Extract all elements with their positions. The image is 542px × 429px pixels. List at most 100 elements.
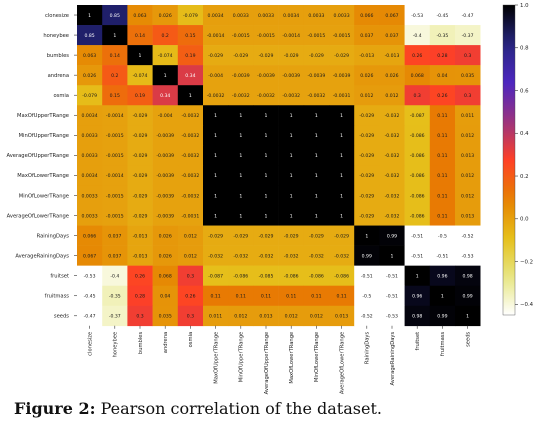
heatmap-cell (278, 285, 305, 307)
cell-value-label: 1 (340, 173, 343, 179)
heatmap-cell (455, 245, 481, 266)
heatmap-cell (127, 265, 153, 286)
cell-value-label: 0.0033 (82, 213, 98, 219)
heatmap-cell (379, 305, 405, 327)
cell-value-label: -0.0015 (106, 133, 124, 139)
cell-value-label: -0.029 (133, 133, 148, 139)
cell-value-label: 0.96 (437, 273, 447, 279)
cell-value-label: -0.45 (436, 13, 448, 19)
y-tick-label: bumbles (47, 53, 70, 59)
cell-value-label: -0.0014 (106, 173, 124, 179)
cell-value-label: -0.4 (413, 33, 422, 39)
heatmap-cell (455, 185, 481, 206)
cell-value-label: -0.0015 (308, 33, 326, 39)
cell-value-label: 0.012 (360, 93, 373, 99)
heatmap-cell (253, 305, 279, 327)
y-tick-label: RainingDays (37, 233, 70, 239)
heatmap-cell (404, 225, 431, 246)
heatmap-cell (203, 185, 229, 206)
cell-value-label: 0.067 (83, 253, 96, 259)
cell-value-label: 0.11 (336, 294, 346, 300)
cell-value-label: 1 (315, 133, 318, 139)
cell-value-label: 0.28 (437, 53, 447, 59)
heatmap-cell (102, 145, 128, 166)
cell-value-label: -0.0039 (156, 173, 174, 179)
cell-value-label: -0.032 (233, 253, 248, 259)
x-tick-label: RainingDays (365, 332, 371, 365)
cell-value-label: -0.013 (385, 53, 400, 59)
heatmap-cell (429, 105, 456, 126)
y-tick-label: MinOfUpperTRange (19, 133, 69, 139)
cell-value-label: 0.26 (135, 273, 145, 279)
cell-value-label: -0.029 (133, 153, 148, 159)
cell-value-label: -0.032 (385, 193, 400, 199)
colorbar-tick-label: −0.2 (520, 259, 533, 265)
heatmap-cell (354, 5, 380, 26)
heatmap-cell (429, 205, 456, 226)
heatmap-cell (177, 165, 204, 186)
cell-value-label: 0.26 (437, 93, 447, 99)
heatmap-cell (379, 105, 405, 126)
cell-value-label: 0.34 (185, 73, 195, 79)
cell-value-label: 1 (466, 314, 469, 320)
cell-value-label: 1 (239, 213, 242, 219)
heatmap-cell (455, 45, 481, 66)
cell-value-label: -0.086 (410, 133, 425, 139)
heatmap-cell (253, 205, 279, 226)
heatmap-cell (152, 225, 179, 246)
heatmap-cell (203, 5, 229, 26)
heatmap-cell (329, 25, 355, 46)
heatmap-cell (379, 245, 405, 266)
cell-value-label: 0.026 (360, 73, 373, 79)
heatmap-cell (303, 185, 330, 206)
heatmap-cell (429, 265, 456, 286)
heatmap-cell (429, 225, 456, 246)
heatmap-cell (429, 85, 456, 106)
cell-value-label: 1 (214, 113, 217, 119)
cell-value-label: -0.086 (233, 273, 248, 279)
y-tick-label: fruitset (50, 273, 69, 279)
cell-value-label: -0.029 (359, 193, 374, 199)
heatmap-cell (228, 225, 254, 246)
x-tick-labels: clonesize honeybee bumbles andrena osmia MaxO… (87, 325, 471, 394)
heatmap-cell (329, 5, 355, 26)
heatmap-cell (303, 5, 330, 26)
cell-value-label: 0.3 (187, 273, 194, 279)
heatmap-cell (228, 185, 254, 206)
cell-value-label: 0.11 (437, 193, 447, 199)
heatmap-cell (102, 5, 128, 26)
heatmap-cell (127, 285, 153, 307)
heatmap-cell (77, 45, 103, 66)
cell-value-label: 1 (139, 53, 142, 59)
cell-value-label: 0.15 (110, 93, 120, 99)
heatmap-cell (278, 65, 305, 86)
cell-value-label: 0.068 (159, 273, 172, 279)
heatmap-cell (102, 85, 128, 106)
heatmap-cell (102, 125, 128, 146)
cell-value-label: -0.0031 (182, 213, 200, 219)
cell-value-label: -0.51 (411, 233, 423, 239)
cell-value-label: -0.032 (385, 153, 400, 159)
cell-value-label: 0.0033 (308, 13, 324, 19)
cell-value-label: 0.0034 (208, 13, 224, 19)
cell-value-label: 1 (315, 153, 318, 159)
y-tick-label: osmia (53, 93, 69, 99)
cell-value-label: -0.013 (359, 53, 374, 59)
cell-value-label: 0.067 (385, 13, 398, 19)
heatmap-cell (329, 285, 355, 307)
cell-value-label: -0.085 (259, 273, 274, 279)
cell-value-label: 1 (214, 193, 217, 199)
cell-value-label: 0.0033 (82, 133, 98, 139)
cell-value-label: 0.99 (387, 233, 397, 239)
cell-value-label: -0.029 (309, 53, 324, 59)
cell-value-label: -0.53 (386, 314, 398, 320)
heatmap-cell (253, 5, 279, 26)
cell-value-label: -0.51 (436, 253, 448, 259)
heatmap-cell (152, 65, 179, 86)
heatmap-cell (177, 185, 204, 206)
cell-value-label: 0.11 (236, 294, 246, 300)
cell-value-label: 0.012 (184, 233, 197, 239)
heatmap-cell (228, 285, 254, 307)
cell-value-label: -0.087 (410, 113, 425, 119)
cell-value-label: 0.026 (385, 73, 398, 79)
